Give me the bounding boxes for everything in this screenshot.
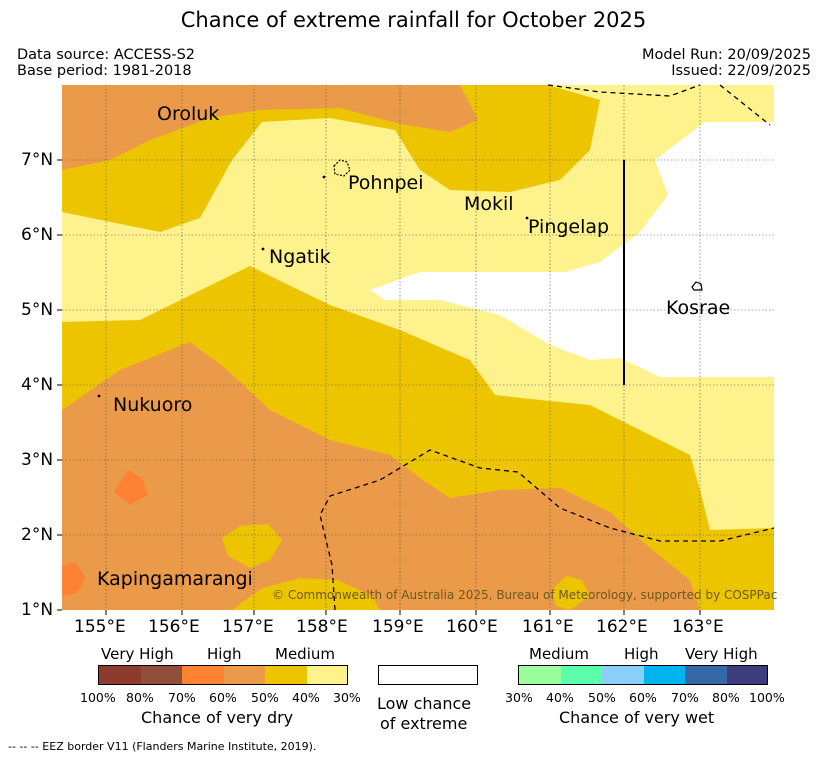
high-dry-region-north bbox=[62, 85, 478, 170]
wet-swatch-60-70 bbox=[644, 666, 685, 684]
x-tick-161: 161°E bbox=[522, 617, 574, 637]
x-tick-159: 159°E bbox=[372, 617, 424, 637]
place-kosrae: Kosrae bbox=[666, 297, 731, 319]
model-run: Model Run: 20/09/2025 bbox=[641, 47, 811, 63]
dry-swatch-40-30 bbox=[307, 666, 347, 684]
ngatik-island-dot bbox=[261, 247, 265, 251]
y-tick-3n: 3°N bbox=[21, 450, 54, 470]
y-tick-5n: 5°N bbox=[21, 300, 54, 320]
wet-colorbar bbox=[518, 665, 768, 685]
dry-medium-label: Medium bbox=[275, 645, 335, 663]
x-tick-158: 158°E bbox=[296, 617, 348, 637]
wet-swatch-70-80 bbox=[685, 666, 727, 684]
x-tick-157: 157°E bbox=[222, 617, 274, 637]
x-tick-156: 156°E bbox=[148, 617, 200, 637]
wet-caption: Chance of very wet bbox=[559, 708, 715, 727]
x-tick-155: 155°E bbox=[74, 617, 126, 637]
dry-tick: 60% bbox=[209, 690, 237, 705]
wet-tick: 40% bbox=[546, 690, 574, 705]
wet-medium-label: Medium bbox=[529, 645, 589, 663]
kosrae-island-outline bbox=[691, 281, 703, 291]
wet-swatch-40-50 bbox=[561, 666, 602, 684]
wet-very-high-label: Very High bbox=[685, 645, 758, 663]
dry-tick: 80% bbox=[126, 690, 154, 705]
dry-tick: 30% bbox=[333, 690, 361, 705]
eez-border bbox=[319, 84, 775, 611]
pohnpei-island-outline bbox=[333, 159, 351, 177]
place-ngatik: Ngatik bbox=[269, 246, 331, 268]
dry-high-label: High bbox=[207, 645, 242, 663]
dry-swatch-80-70 bbox=[141, 666, 182, 684]
nukuoro-island-dot bbox=[97, 394, 101, 398]
dry-caption: Chance of very dry bbox=[141, 708, 294, 727]
dry-swatch-50-40 bbox=[265, 666, 307, 684]
wet-tick: 100% bbox=[749, 690, 785, 705]
place-nukuoro: Nukuoro bbox=[113, 394, 193, 416]
axis-ticks bbox=[57, 159, 701, 615]
dry-swatch-100-80 bbox=[99, 666, 141, 684]
issued-date: Issued: 22/09/2025 bbox=[671, 63, 811, 79]
wet-tick: 30% bbox=[505, 690, 533, 705]
y-tick-7n: 7°N bbox=[21, 150, 54, 170]
dry-tick: 70% bbox=[168, 690, 196, 705]
islands bbox=[97, 159, 703, 398]
pohnpei-islet-dot bbox=[322, 175, 326, 179]
gridlines bbox=[62, 85, 774, 610]
medium-dry-pocket-2 bbox=[232, 578, 380, 610]
low-chance-swatch bbox=[378, 665, 478, 685]
low-chance-caption-2: of extreme bbox=[380, 714, 468, 733]
y-tick-2n: 2°N bbox=[21, 525, 54, 545]
wet-swatch-50-60 bbox=[602, 666, 644, 684]
map-area bbox=[62, 85, 774, 610]
y-tick-6n: 6°N bbox=[21, 225, 54, 245]
x-tick-160: 160°E bbox=[446, 617, 498, 637]
wet-tick: 70% bbox=[671, 690, 699, 705]
base-period: Base period: 1981-2018 bbox=[17, 63, 192, 79]
place-oroluk: Oroluk bbox=[157, 103, 220, 125]
dry-tick: 40% bbox=[292, 690, 320, 705]
wet-swatch-30-40 bbox=[519, 666, 561, 684]
eez-footnote: -- -- -- EEZ border V11 (Flanders Marine… bbox=[8, 740, 317, 753]
high-dry-region-south bbox=[62, 342, 700, 610]
y-tick-4n: 4°N bbox=[21, 375, 54, 395]
wet-tick: 80% bbox=[712, 690, 740, 705]
high-dry-patch-1 bbox=[114, 470, 148, 505]
x-tick-162: 162°E bbox=[596, 617, 648, 637]
high-dry-patch-2 bbox=[62, 562, 86, 596]
wet-swatch-80-100 bbox=[727, 666, 767, 684]
x-tick-163: 163°E bbox=[672, 617, 724, 637]
dry-colorbar bbox=[98, 665, 348, 685]
place-pohnpei: Pohnpei bbox=[348, 172, 424, 194]
medium-dry-pocket-3 bbox=[552, 576, 590, 610]
dry-tick: 50% bbox=[251, 690, 279, 705]
dry-very-high-label: Very High bbox=[101, 645, 174, 663]
low-chance-caption-1: Low chance bbox=[377, 694, 472, 713]
map-title: Chance of extreme rainfall for October 2… bbox=[180, 8, 647, 32]
mokil-island-dot bbox=[525, 216, 529, 220]
data-source: Data source: ACCESS-S2 bbox=[17, 47, 196, 63]
place-pingelap: Pingelap bbox=[528, 216, 610, 238]
dry-swatch-60-50 bbox=[224, 666, 265, 684]
wet-high-label: High bbox=[624, 645, 659, 663]
wet-tick: 60% bbox=[629, 690, 657, 705]
dry-tick: 100% bbox=[80, 690, 116, 705]
y-tick-1n: 1°N bbox=[21, 600, 54, 620]
wet-tick: 50% bbox=[588, 690, 616, 705]
place-kapingamarangi: Kapingamarangi bbox=[97, 568, 253, 590]
copyright-notice: © Commonwealth of Australia 2025, Bureau… bbox=[272, 588, 778, 602]
place-mokil: Mokil bbox=[464, 193, 514, 215]
dry-swatch-70-60 bbox=[182, 666, 224, 684]
